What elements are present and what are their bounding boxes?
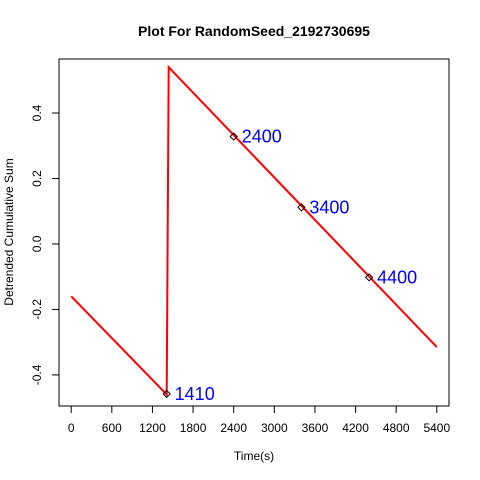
x-tick-label: 3000 xyxy=(261,421,288,435)
y-tick-label: 0.0 xyxy=(30,235,44,252)
x-tick-label: 2400 xyxy=(220,421,247,435)
chart-title: Plot For RandomSeed_2192730695 xyxy=(138,23,370,39)
x-tick-label: 1200 xyxy=(139,421,166,435)
y-tick-label: -0.2 xyxy=(30,299,44,320)
annotation-label: 1410 xyxy=(175,384,215,404)
y-tick-label: 0.2 xyxy=(30,170,44,187)
x-tick-label: 4800 xyxy=(383,421,410,435)
x-axis-label: Time(s) xyxy=(234,449,274,463)
annotation-label: 2400 xyxy=(242,127,282,147)
x-tick-label: 5400 xyxy=(423,421,450,435)
x-tick-label: 3600 xyxy=(302,421,329,435)
y-tick-label: -0.4 xyxy=(30,364,44,385)
x-tick-label: 1800 xyxy=(180,421,207,435)
annotation-label: 4400 xyxy=(377,267,417,287)
annotation-label: 3400 xyxy=(309,197,349,217)
y-tick-label: 0.4 xyxy=(30,104,44,121)
x-tick-label: 0 xyxy=(68,421,75,435)
x-tick-label: 4200 xyxy=(342,421,369,435)
y-axis-label: Detrended Cumulative Sum xyxy=(2,158,16,305)
x-tick-label: 600 xyxy=(102,421,122,435)
